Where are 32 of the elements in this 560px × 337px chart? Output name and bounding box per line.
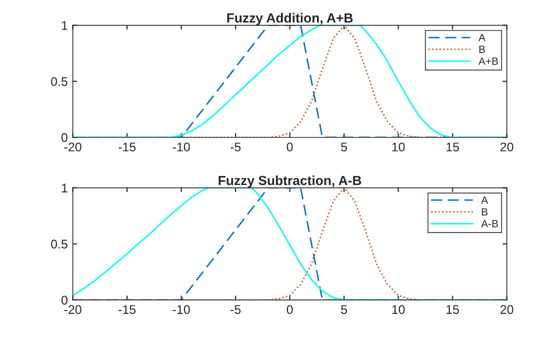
legend-label: A+B bbox=[478, 58, 498, 65]
x-tick-label: -5 bbox=[230, 142, 241, 152]
x-tick-label: 10 bbox=[392, 142, 405, 152]
x-tick-label: 5 bbox=[341, 142, 347, 152]
legend-label: A bbox=[481, 196, 488, 204]
x-tick-label: -15 bbox=[118, 305, 136, 314]
y-tick-label: 0.5 bbox=[51, 77, 68, 86]
x-tick-label: 10 bbox=[392, 305, 405, 314]
x-tick-label: -15 bbox=[118, 142, 136, 152]
x-tick-label: 20 bbox=[500, 305, 514, 314]
chart-title: Fuzzy Addition, A+B bbox=[227, 12, 353, 26]
legend-label: A-B bbox=[481, 220, 498, 228]
x-tick-label: 0 bbox=[286, 142, 293, 152]
x-tick-label: 15 bbox=[446, 305, 459, 314]
y-tick-label: 1 bbox=[62, 21, 68, 30]
x-tick-label: 15 bbox=[446, 142, 459, 152]
legend-label: B bbox=[479, 46, 485, 53]
chart-title: Fuzzy Subtraction, A-B bbox=[218, 175, 362, 188]
x-tick-label: -10 bbox=[172, 305, 190, 314]
x-tick-label: -5 bbox=[230, 305, 241, 314]
x-tick-label: 20 bbox=[500, 142, 514, 152]
y-tick-label: 1 bbox=[62, 184, 68, 192]
x-tick-label: -20 bbox=[64, 142, 82, 152]
y-tick-label: 0.5 bbox=[51, 240, 68, 249]
y-tick-label: 0 bbox=[61, 133, 68, 142]
x-tick-label: -10 bbox=[172, 142, 190, 152]
x-tick-label: 5 bbox=[341, 305, 347, 314]
x-tick-label: -20 bbox=[64, 305, 82, 314]
x-tick-label: 0 bbox=[286, 305, 293, 314]
y-tick-label: 0 bbox=[61, 296, 68, 305]
legend-label: A bbox=[478, 34, 486, 42]
legend-label: B bbox=[482, 208, 488, 216]
